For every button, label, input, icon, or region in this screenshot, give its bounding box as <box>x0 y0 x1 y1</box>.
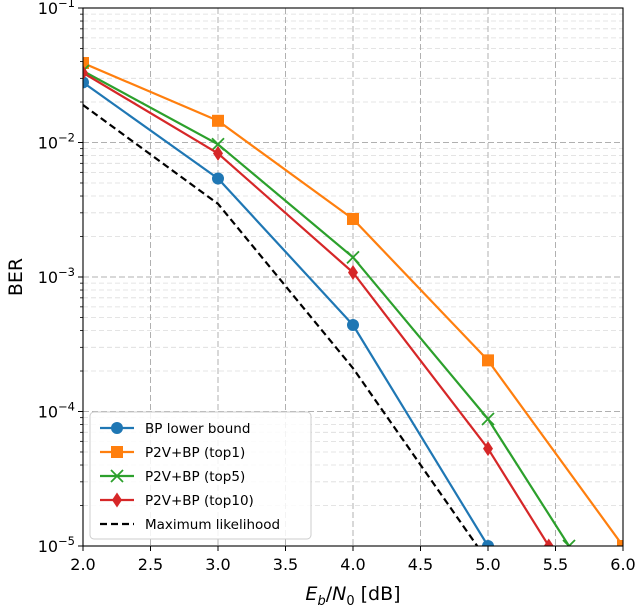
legend-entry: P2V+BP (top1) <box>100 445 245 461</box>
y-axis-label: BER <box>5 258 27 296</box>
square-marker <box>212 114 224 127</box>
circle-marker <box>111 422 123 434</box>
diamond-marker <box>543 538 554 546</box>
x-marker <box>346 250 360 264</box>
circle-marker <box>83 76 89 89</box>
square-marker <box>482 354 494 367</box>
diamond-marker <box>348 265 358 281</box>
x-marker <box>481 412 495 426</box>
square-marker <box>617 540 623 546</box>
diamond-marker <box>83 65 88 81</box>
y-tick-label: 10−3 <box>38 265 75 287</box>
circle-marker <box>482 540 494 546</box>
x-tick-label: 2.0 <box>70 555 95 574</box>
circle-marker <box>212 172 224 185</box>
legend-entry: Maximum likelihood <box>100 517 280 533</box>
y-tick-label: 10−4 <box>38 400 75 422</box>
legend: BP lower bound P2V+BP (top1) P2V+BP (top5)… <box>89 411 312 540</box>
circle-marker <box>347 318 359 331</box>
legend-entry: BP lower bound <box>100 421 250 437</box>
legend-label: P2V+BP (top10) <box>145 493 254 509</box>
y-tick-label: 10−5 <box>38 534 75 556</box>
x-tick-label: 6.0 <box>610 555 635 574</box>
square-marker <box>111 446 123 458</box>
series-bp-lower-bound <box>83 76 494 546</box>
x-tick-label: 5.5 <box>543 555 568 574</box>
legend-entry: P2V+BP (top10) <box>100 492 254 509</box>
legend-label: P2V+BP (top1) <box>145 445 245 461</box>
legend-label: BP lower bound <box>145 421 250 437</box>
series-p2v-bp-top10- <box>83 65 554 546</box>
x-tick-label: 3.0 <box>205 555 230 574</box>
diamond-marker <box>483 441 493 457</box>
y-tick-label: 10−2 <box>38 131 75 153</box>
x-axis-label: Eb/N0 [dB] <box>305 583 400 609</box>
legend-label: P2V+BP (top5) <box>145 469 245 485</box>
legend-label: Maximum likelihood <box>145 517 280 533</box>
axes: 2.0 2.5 3.0 3.5 4.0 4.5 5.0 5.5 6.0 10−5 10−4 10−3 1… <box>5 0 636 609</box>
square-marker <box>83 57 89 70</box>
square-marker <box>347 212 359 225</box>
x-tick-label: 3.5 <box>273 555 298 574</box>
y-tick-label: 10−1 <box>38 0 75 18</box>
legend-entry: P2V+BP (top5) <box>100 469 245 485</box>
x-marker <box>110 469 124 483</box>
series-line <box>83 104 479 546</box>
x-tick-label: 2.5 <box>138 555 163 574</box>
x-tick-label: 4.5 <box>408 555 433 574</box>
x-tick-label: 4.0 <box>340 555 365 574</box>
series-line <box>83 81 489 546</box>
series-lines <box>83 57 623 546</box>
series-p2v-bp-top1- <box>83 57 623 546</box>
diamond-marker <box>213 145 223 161</box>
x-tick-label: 5.0 <box>475 555 500 574</box>
legend-box <box>89 411 312 540</box>
series-maximum-likelihood <box>83 104 479 546</box>
diamond-marker <box>112 492 122 508</box>
x-marker <box>562 539 576 546</box>
x-marker <box>211 137 225 151</box>
